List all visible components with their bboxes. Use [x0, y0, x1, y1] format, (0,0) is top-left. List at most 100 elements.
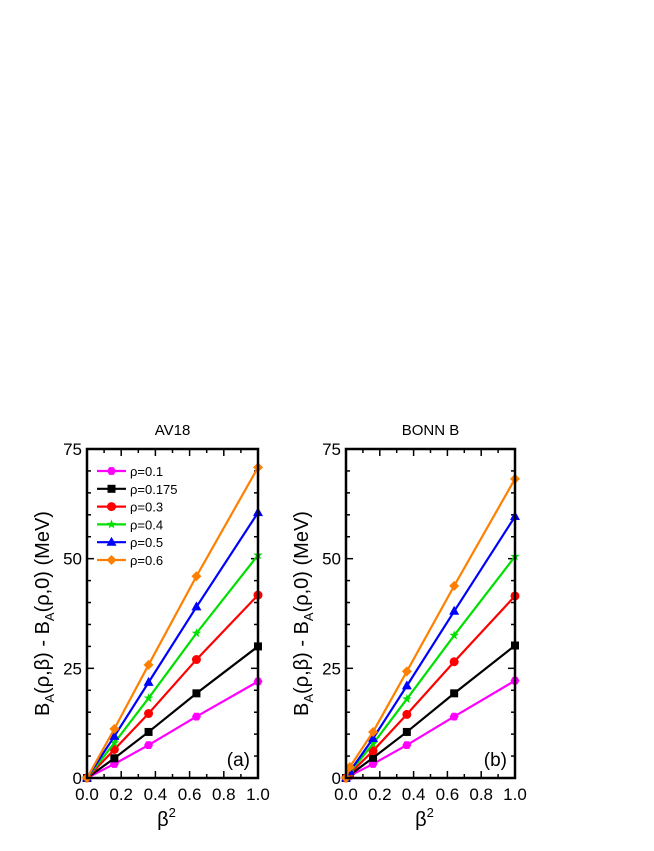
- x-tick-label: 0.0: [334, 785, 358, 804]
- legend: ρ=0.1 ρ=0.175 ρ=0.3 ρ=0.4 ρ=0.5 ρ=0.6: [97, 464, 178, 568]
- y-label-part: A: [301, 694, 316, 703]
- legend-label: ρ=0.4: [130, 517, 163, 532]
- plot-frame: [85, 447, 260, 780]
- panel-title: AV18: [155, 422, 191, 439]
- data-point: [110, 754, 119, 763]
- data-point: [449, 657, 459, 667]
- y-tick-label: 50: [63, 550, 82, 569]
- series-4: [82, 507, 263, 782]
- data-point: [109, 737, 120, 747]
- y-axis-label: BA(ρ,β) - BA(ρ,0) (MeV): [291, 511, 316, 716]
- y-tick-label: 50: [322, 550, 341, 569]
- plot-frame: [344, 447, 517, 780]
- x-tick-label: 0.0: [75, 785, 99, 804]
- legend-marker: [106, 555, 117, 565]
- y-label-part: (ρ,β) - B: [291, 621, 313, 694]
- y-axis-label: BA(ρ,β) - BA(ρ,0) (MeV): [32, 511, 57, 716]
- data-point: [144, 741, 154, 749]
- data-point: [369, 753, 378, 762]
- panel-label: (a): [227, 750, 250, 771]
- y-label-part: (ρ,0) (MeV): [291, 511, 313, 612]
- y-tick-label: 75: [63, 440, 82, 459]
- y-label-part: A: [42, 612, 57, 621]
- data-point: [191, 712, 201, 721]
- x-axis-label: β2: [157, 805, 176, 831]
- x-tick-label: 0.4: [144, 785, 168, 804]
- data-point: [109, 723, 120, 734]
- y-label-part: B: [291, 703, 313, 716]
- data-point: [401, 680, 412, 690]
- data-point: [192, 689, 201, 698]
- y-label-part: A: [42, 694, 57, 703]
- panel-a: AV18 0.0 0.2 0.4 0.6 0.8 1.0 0 25 50 75 β2 BA(ρ,β) -…: [32, 422, 270, 831]
- y-label-part: A: [301, 612, 316, 621]
- series-5: [341, 473, 520, 783]
- legend-marker: [106, 519, 117, 529]
- legend-marker: [107, 484, 116, 493]
- data-point: [368, 738, 378, 748]
- y-label-part: (ρ,0) (MeV): [32, 511, 54, 612]
- y-tick-label: 25: [322, 659, 341, 678]
- legend-label: ρ=0.6: [130, 553, 163, 568]
- series-3: [82, 550, 263, 783]
- x-tick-label: 1.0: [246, 785, 270, 804]
- x-tick-label: 0.6: [436, 785, 460, 804]
- y-label-part: (ρ,β) - B: [32, 621, 54, 694]
- data-point: [368, 746, 378, 756]
- data-point: [368, 726, 379, 737]
- data-point: [449, 580, 460, 591]
- data-point: [449, 712, 459, 721]
- data-point: [368, 733, 379, 743]
- series-5: [82, 462, 263, 783]
- data-point: [449, 605, 460, 615]
- legend-label: ρ=0.5: [130, 535, 163, 550]
- data-point: [450, 689, 459, 698]
- y-tick-label: 0: [332, 769, 341, 788]
- x-tick-label: 0.4: [402, 785, 426, 804]
- data-point: [143, 693, 154, 703]
- x-tick-label: 0.8: [212, 785, 236, 804]
- x-tick-label: 0.2: [109, 785, 133, 804]
- data-point: [191, 628, 202, 638]
- data-point: [401, 666, 412, 677]
- x-axis-label: β2: [415, 805, 434, 831]
- y-tick-label: 25: [63, 659, 82, 678]
- x-label-sup: 2: [427, 805, 434, 820]
- x-label-beta: β: [157, 809, 169, 831]
- data-point: [191, 571, 202, 582]
- legend-label: ρ=0.1: [130, 464, 163, 479]
- data-point: [143, 659, 154, 670]
- x-label-beta: β: [415, 809, 427, 831]
- data-point: [402, 727, 411, 736]
- x-tick-label: 1.0: [503, 785, 527, 804]
- data-point: [144, 727, 153, 736]
- panel-title: BONN B: [402, 422, 460, 439]
- data-point: [344, 762, 355, 773]
- data-point: [191, 601, 202, 611]
- data-point: [368, 760, 378, 768]
- y-tick-label: 75: [322, 440, 341, 459]
- data-point: [402, 741, 412, 749]
- data-point: [109, 730, 120, 740]
- legend-marker: [107, 502, 116, 512]
- x-label-sup: 2: [169, 805, 176, 820]
- panel-label: (b): [484, 750, 507, 771]
- x-tick-label: 0.2: [368, 785, 392, 804]
- legend-marker: [107, 467, 116, 475]
- legend-marker: [106, 536, 117, 546]
- data-point: [143, 676, 154, 686]
- data-point: [402, 694, 412, 704]
- legend-label: ρ=0.175: [130, 482, 178, 497]
- data-point: [144, 709, 154, 719]
- data-point: [191, 655, 201, 665]
- y-tick-label: 0: [73, 769, 82, 788]
- data-point: [402, 709, 412, 719]
- panel-b: BONN B0.0 0.2 0.4 0.6 0.8 1.00255075β2BA(ρ,β)…: [291, 422, 527, 831]
- legend-label: ρ=0.3: [130, 500, 163, 515]
- series-0: [82, 677, 263, 782]
- x-tick-label: 0.6: [178, 785, 202, 804]
- data-point: [449, 630, 459, 640]
- x-tick-label: 0.8: [469, 785, 493, 804]
